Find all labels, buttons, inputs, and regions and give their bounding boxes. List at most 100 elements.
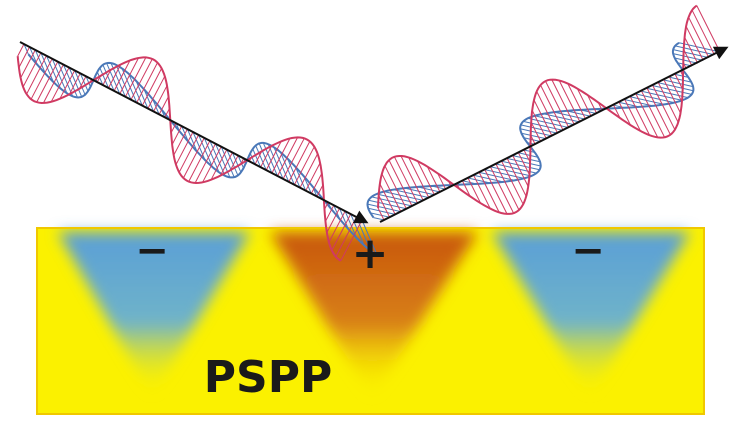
electric-field-vector xyxy=(147,75,166,109)
electric-field-vector xyxy=(328,210,346,243)
electric-field-vector xyxy=(305,162,321,191)
electric-field-vector xyxy=(171,125,183,145)
electric-field-vector xyxy=(489,166,515,214)
electric-field-vector xyxy=(293,146,315,186)
electric-field-vector xyxy=(229,155,239,171)
magnetic-field-vector xyxy=(273,147,290,183)
electric-field-vector xyxy=(20,49,36,79)
positive-charge-label: + xyxy=(352,228,389,279)
magnetic-field-vector xyxy=(85,76,91,87)
magnetic-field-vector xyxy=(404,187,435,196)
magnetic-field-vector xyxy=(566,110,592,117)
magnetic-field-vector xyxy=(462,180,477,185)
electric-field-vector xyxy=(624,99,641,132)
electric-field-vector xyxy=(685,26,704,61)
magnetic-field-vector xyxy=(473,174,504,183)
magnetic-field-vector xyxy=(115,64,132,100)
magnetic-field-vector xyxy=(79,73,89,92)
electric-field-vector xyxy=(684,36,699,64)
electric-field-vector xyxy=(533,99,553,137)
magnetic-field-vector xyxy=(252,148,262,168)
magnetic-field-vector xyxy=(99,67,109,89)
electric-field-vector xyxy=(175,131,194,165)
electric-field-vector xyxy=(42,64,64,104)
magnetic-field-vector xyxy=(370,212,390,218)
magnetic-field-vector xyxy=(543,113,581,123)
electric-field-vector xyxy=(240,158,245,165)
electric-field-vector xyxy=(545,80,570,128)
electric-field-vector xyxy=(377,207,385,221)
electric-field-vector xyxy=(158,96,169,115)
electric-field-vector xyxy=(381,173,402,212)
magnetic-field-vector xyxy=(249,153,256,165)
electric-field-vector xyxy=(696,5,721,53)
magnetic-field-vector xyxy=(658,82,694,92)
electric-field-vector xyxy=(531,110,547,140)
electric-field-vector xyxy=(506,158,527,197)
electric-field-vector xyxy=(576,88,592,117)
electric-field-vector xyxy=(79,76,87,89)
electric-field-vector xyxy=(282,138,305,180)
electric-field-vector xyxy=(657,82,679,123)
electric-field-vector xyxy=(663,79,681,114)
electric-field-vector xyxy=(587,94,598,114)
magnetic-field-vector xyxy=(652,85,692,95)
magnetic-field-vector xyxy=(368,199,407,210)
electric-field-vector xyxy=(478,172,500,213)
magnetic-field-vector xyxy=(663,79,694,88)
magnetic-field-vector xyxy=(523,120,564,131)
magnetic-field-vector xyxy=(675,73,689,78)
electric-field-vector xyxy=(652,85,676,130)
electric-field-vector xyxy=(202,146,222,183)
magnetic-field-vector xyxy=(613,104,626,109)
electric-field-vector xyxy=(388,159,413,207)
electric-field-vector xyxy=(271,138,291,174)
magnetic-field-vector xyxy=(186,128,198,152)
metal-slab xyxy=(36,227,705,415)
electric-field-vector xyxy=(530,135,536,145)
electric-field-vector xyxy=(378,195,391,218)
magnetic-field-vector xyxy=(367,203,401,213)
electric-field-vector xyxy=(96,75,101,83)
electric-field-vector xyxy=(495,163,520,211)
negative-charge-label-left: − xyxy=(135,228,169,274)
magnetic-field-vector xyxy=(507,157,541,167)
magnetic-field-vector xyxy=(121,68,138,103)
electric-field-vector xyxy=(288,141,311,183)
electric-field-vector xyxy=(108,64,122,89)
electric-field-vector xyxy=(335,216,357,257)
electric-field-vector xyxy=(540,84,564,131)
magnetic-field-vector xyxy=(669,76,692,83)
electric-field-vector xyxy=(22,52,42,88)
electric-field-vector xyxy=(326,208,340,233)
electric-field-vector xyxy=(417,160,435,196)
magnetic-field-vector xyxy=(479,171,515,181)
electric-field-vector xyxy=(669,76,683,103)
electric-field-envelope xyxy=(377,4,698,215)
electric-field-vector xyxy=(136,62,158,103)
electric-field-vector xyxy=(467,177,482,204)
electric-field-vector xyxy=(646,88,671,135)
magnetic-field-vector xyxy=(373,217,385,221)
electric-field-vector xyxy=(324,202,329,210)
magnetic-field-vector xyxy=(51,58,68,94)
electric-field-vector xyxy=(517,152,530,176)
electric-field-vector xyxy=(629,96,651,136)
electric-field-vector xyxy=(219,152,233,176)
magnetic-field-vector xyxy=(641,90,683,101)
magnetic-field-vector xyxy=(368,207,396,215)
electric-field-vector xyxy=(501,160,524,205)
em-waves xyxy=(16,4,729,262)
magnetic-field-vector xyxy=(501,160,540,171)
electric-field-vector xyxy=(691,9,715,56)
electric-field-vector xyxy=(607,107,610,111)
magnetic-field-vector xyxy=(34,49,47,75)
electric-field-vector xyxy=(558,80,581,123)
electric-field-vector xyxy=(426,166,441,193)
reflected-wave-vector-arrow xyxy=(379,46,729,223)
electric-field-vector xyxy=(536,91,559,134)
negative-charge-label-right: − xyxy=(571,228,605,274)
magnetic-field-vector xyxy=(624,99,653,107)
magnetic-field-vector xyxy=(490,166,532,177)
